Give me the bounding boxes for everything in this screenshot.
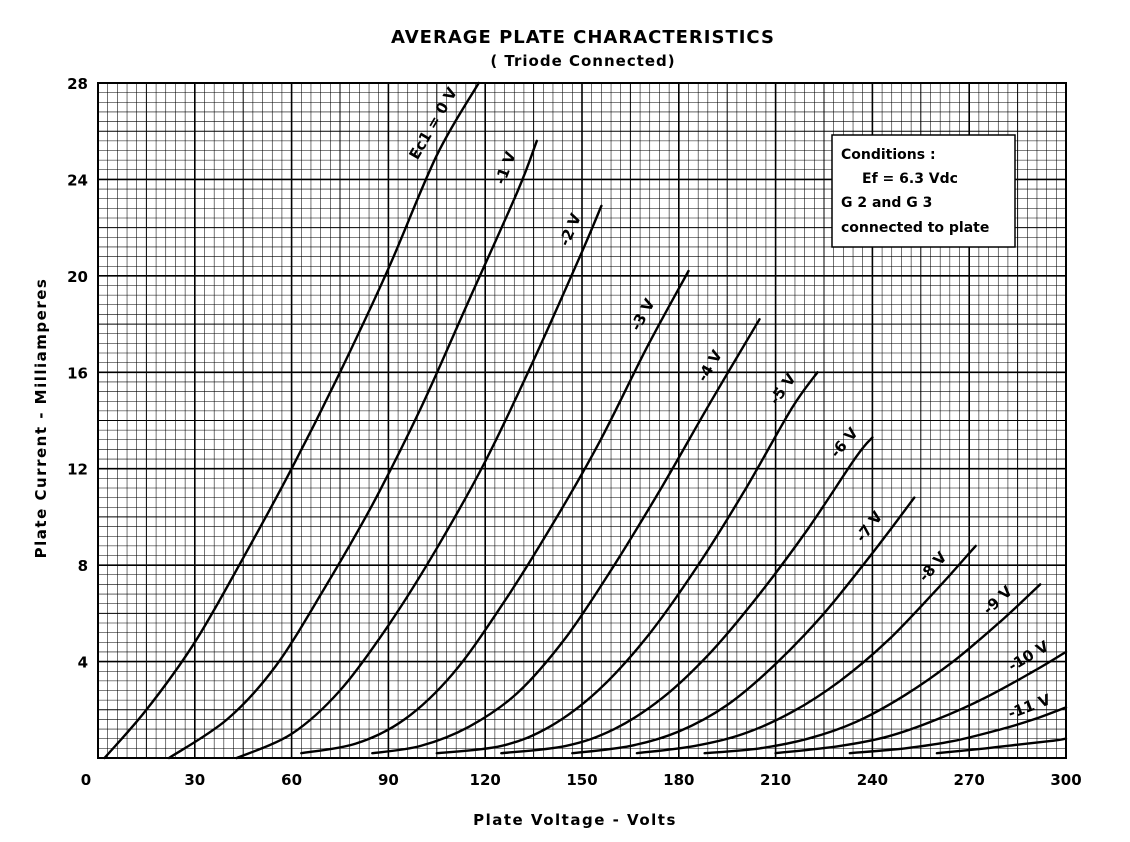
curve-4 [371,318,761,755]
x-tick-label: 0 [81,771,91,789]
curve-3 [300,269,690,755]
curve-label-0: Ec1 = 0 V [405,84,461,162]
curve-label-10: -10 V [1005,637,1052,675]
y-tick-label: 12 [67,461,88,479]
x-tick-label: 180 [663,771,694,789]
curve-11 [848,706,1068,755]
curve-12 [935,737,1068,755]
x-tick-labels: 0 30 60 90 120 150 180 210 240 270 300 [81,771,1082,789]
x-tick-label: 300 [1050,771,1081,789]
y-axis-label: Plate Current - Milliamperes [32,278,50,559]
y-tick-label: 20 [67,268,88,286]
x-axis-label: Plate Voltage - Volts [473,811,677,829]
y-tick-label: 4 [78,654,88,672]
y-tick-label: 28 [67,75,88,93]
x-tick-label: 30 [184,771,205,789]
y-tick-label: 16 [67,364,88,382]
y-tick-label: 24 [67,171,88,189]
x-tick-label: 210 [760,771,791,789]
conditions-box: Conditions : Ef = 6.3 Vdc G 2 and G 3 co… [831,134,1016,248]
curve-8 [635,544,977,755]
chart-title: AVERAGE PLATE CHARACTERISTICS [391,27,775,48]
x-tick-label: 270 [954,771,985,789]
y-tick-label: 8 [78,557,88,575]
plot-frame [97,82,1067,759]
curve-9 [703,583,1042,755]
curve-label-1: -1 V [491,149,520,187]
curve-1 [167,139,538,760]
curve-0 [103,81,480,760]
x-tick-label: 150 [566,771,597,789]
curve-2 [235,204,603,760]
conditions-heading: Conditions : [841,147,936,163]
curve-label-11: -11 V [1006,690,1054,722]
curve-6 [500,436,874,755]
curve-label-2: -2 V [555,210,585,248]
conditions-line-2: G 2 and G 3 [841,195,932,211]
x-tick-label: 120 [470,771,501,789]
y-tick-labels: 4 8 12 16 20 24 28 [67,75,88,672]
conditions-line-1: Ef = 6.3 Vdc [862,171,958,187]
curves-group [103,81,1068,760]
chart-subtitle: ( Triode Connected) [490,52,676,70]
curve-7 [571,496,916,755]
curve-10 [774,650,1068,755]
x-tick-label: 60 [281,771,302,789]
curve-5 [435,371,819,755]
x-tick-label: 90 [378,771,399,789]
x-tick-label: 240 [857,771,888,789]
conditions-line-3: connected to plate [841,220,989,236]
